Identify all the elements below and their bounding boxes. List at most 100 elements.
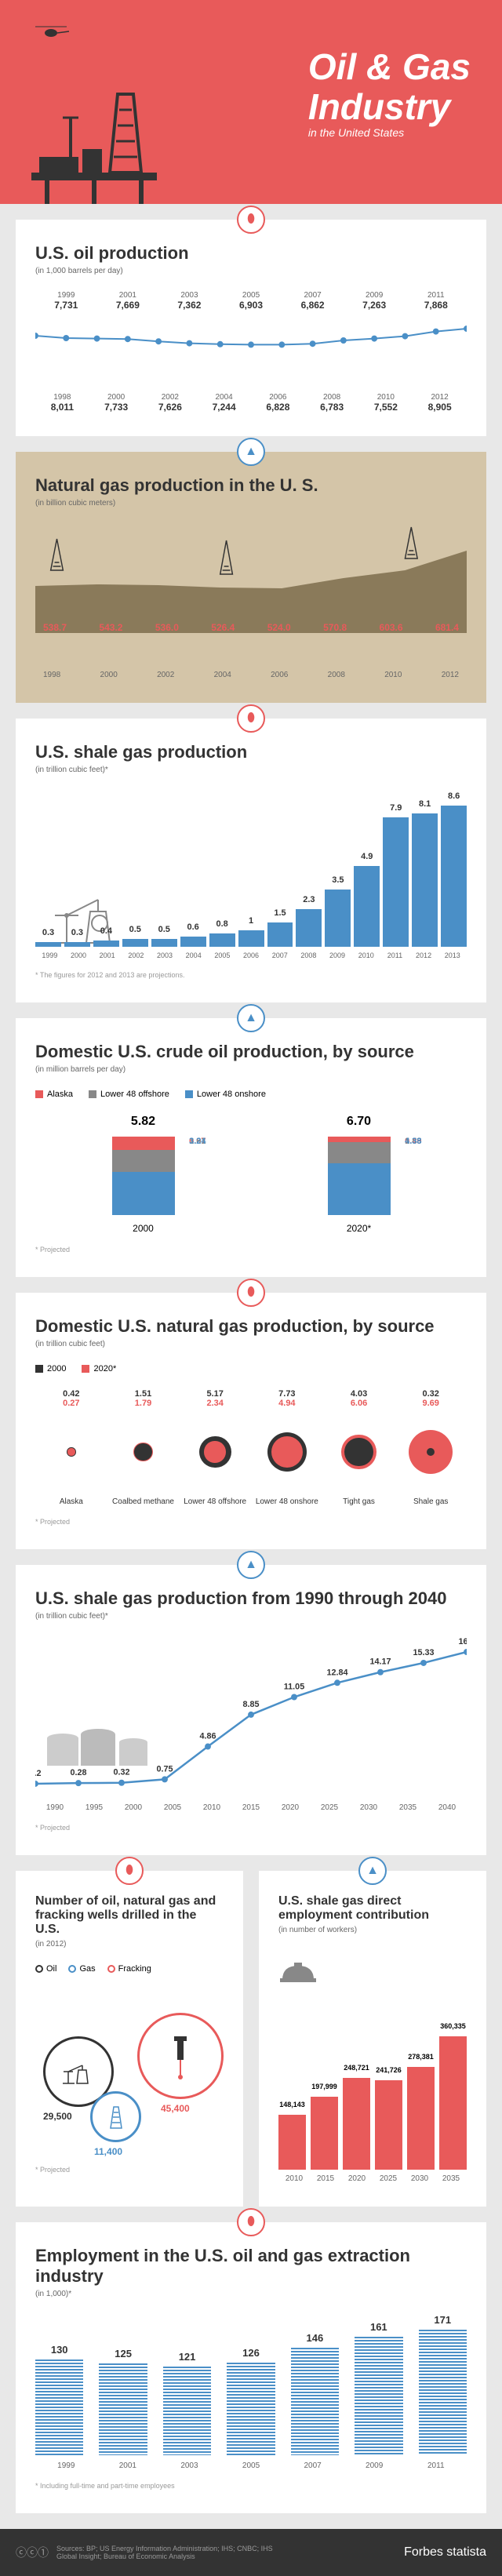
derrick-icon	[104, 2103, 128, 2130]
droplet-icon: ⬮	[237, 704, 265, 733]
storage-tanks-icon	[43, 1719, 153, 1774]
section-title: U.S. shale gas production from 1990 thro…	[35, 1588, 467, 1609]
subtitle: in the United States	[308, 126, 471, 139]
shale-bar: 0.6	[180, 937, 206, 947]
crude-section: ▲ Domestic U.S. crude oil production, by…	[16, 1018, 486, 1277]
section-subtitle: (in million barrels per day)	[35, 1065, 467, 1074]
shale-bar: 0.5	[122, 939, 148, 947]
extraction-bar: 126	[227, 2363, 275, 2455]
svg-text:16.7: 16.7	[458, 1637, 467, 1646]
section-title: Domestic U.S. natural gas production, by…	[35, 1316, 467, 1337]
section-title: Number of oil, natural gas and fracking …	[35, 1894, 224, 1937]
extraction-bar: 121	[163, 2367, 211, 2455]
section-subtitle: (in trillion cubic feet)*	[35, 1612, 467, 1621]
svg-text:0.75: 0.75	[156, 1764, 173, 1774]
flame-icon: ▲	[237, 438, 265, 466]
footnote: * Projected	[35, 2166, 224, 2174]
pumpjack-icon	[43, 876, 137, 947]
extraction-bar: 125	[99, 2363, 147, 2455]
shale-bar: 4.9	[354, 866, 380, 947]
shale-bar: 8.6	[441, 806, 467, 947]
section-title: Domestic U.S. crude oil production, by s…	[35, 1042, 467, 1062]
svg-text:14.17: 14.17	[369, 1657, 391, 1667]
section-subtitle: (in number of workers)	[278, 1926, 467, 1934]
oil-production-section: ⬮ U.S. oil production (in 1,000 barrels …	[16, 220, 486, 436]
extraction-bar: 161	[355, 2337, 402, 2455]
employment-bar: 148,143	[278, 2115, 306, 2170]
footer: ⓒⓒ① Sources: BP; US Energy Information A…	[0, 2529, 502, 2576]
svg-text:0.2: 0.2	[35, 1769, 42, 1778]
fracking-icon	[173, 2036, 188, 2079]
footnote: * Projected	[35, 1518, 467, 1526]
shale-bar: 0.3	[35, 942, 61, 947]
employment-bar: 278,381	[407, 2067, 435, 2170]
droplet-icon: ⬮	[115, 1857, 144, 1885]
shale-bar: 8.1	[412, 813, 438, 947]
fracking-wells-value: 45,400	[161, 2103, 190, 2114]
employment-bar: 197,999	[311, 2097, 338, 2170]
shale-bar: 0.8	[209, 933, 235, 947]
shale-bar: 1	[238, 930, 264, 947]
shale-bar: 3.5	[325, 890, 351, 947]
helicopter-icon	[31, 24, 71, 39]
shale-section: ⬮ U.S. shale gas production (in trillion…	[16, 719, 486, 1002]
natgas-source-section: ⬮ Domestic U.S. natural gas production, …	[16, 1293, 486, 1549]
flame-icon: ▲	[237, 1004, 265, 1032]
shale-bar: 0.5	[151, 939, 177, 947]
natgas-section: ▲ Natural gas production in the U. S. (i…	[16, 452, 486, 703]
flame-icon: ▲	[237, 1551, 265, 1579]
section-subtitle: (in 2012)	[35, 1940, 224, 1948]
sources-text: Sources: BP; US Energy Information Admin…	[56, 2545, 276, 2560]
wells-section: ⬮ Number of oil, natural gas and frackin…	[16, 1871, 243, 2207]
droplet-icon: ⬮	[237, 1279, 265, 1307]
section-subtitle: (in 1,000 barrels per day)	[35, 267, 467, 275]
employment-bar: 241,726	[375, 2080, 402, 2170]
svg-text:11.05: 11.05	[284, 1682, 304, 1691]
svg-text:12.84: 12.84	[326, 1668, 347, 1677]
shale-bar: 7.9	[383, 817, 409, 947]
oil-line-chart	[35, 318, 467, 381]
droplet-icon: ⬮	[237, 2208, 265, 2236]
svg-text:4.86: 4.86	[199, 1731, 216, 1741]
svg-text:8.85: 8.85	[242, 1700, 259, 1709]
title-line2: Industry	[308, 86, 450, 127]
shale-bar: 2.3	[296, 909, 322, 947]
shale-bar: 1.5	[267, 922, 293, 947]
section-title: U.S. shale gas direct employment contrib…	[278, 1894, 467, 1923]
section-subtitle: (in trillion cubic feet)	[35, 1340, 467, 1348]
extraction-bar: 146	[291, 2348, 339, 2455]
section-title: U.S. shale gas production	[35, 742, 467, 762]
year-label: 2000	[112, 1223, 175, 1234]
year-label: 2020*	[328, 1223, 391, 1234]
val: 4.38	[405, 1137, 421, 1146]
section-subtitle: (in billion cubic meters)	[35, 499, 467, 508]
footnote: * Including full-time and part-time empl…	[35, 2482, 467, 2490]
section-subtitle: (in trillion cubic feet)*	[35, 766, 467, 774]
section-title: U.S. oil production	[35, 243, 467, 264]
extraction-bar: 130	[35, 2360, 83, 2455]
svg-text:15.33: 15.33	[413, 1648, 434, 1657]
flame-icon: ▲	[358, 1857, 387, 1885]
shale-bar: 0.3	[64, 942, 90, 947]
footnote: * Projected	[35, 1246, 467, 1253]
barrel-total: 5.82	[112, 1115, 175, 1129]
section-title: Natural gas production in the U. S.	[35, 475, 467, 496]
section-subtitle: (in 1,000)*	[35, 2290, 467, 2298]
barrel-total: 6.70	[328, 1115, 391, 1129]
hardhat-icon	[278, 1958, 318, 1985]
title-line1: Oil & Gas	[308, 46, 471, 87]
footer-logos: Forbes statista	[404, 2545, 486, 2560]
natgas-area-chart	[35, 523, 467, 633]
extraction-section: ⬮ Employment in the U.S. oil and gas ext…	[16, 2222, 486, 2513]
oil-wells-value: 29,500	[43, 2111, 72, 2122]
header: Oil & GasIndustry in the United States	[0, 0, 502, 204]
shale-bar: 0.4	[93, 941, 119, 947]
extraction-bar: 171	[419, 2330, 467, 2455]
shale-proj-section: ▲ U.S. shale gas production from 1990 th…	[16, 1565, 486, 1855]
employment-bar: 248,721	[343, 2078, 370, 2170]
employment-bar: 360,335	[439, 2036, 467, 2170]
droplet-icon: ⬮	[237, 206, 265, 234]
pumpjack-icon	[59, 2056, 98, 2087]
gas-wells-value: 11,400	[94, 2146, 122, 2157]
footnote: * The figures for 2012 and 2013 are proj…	[35, 971, 467, 979]
